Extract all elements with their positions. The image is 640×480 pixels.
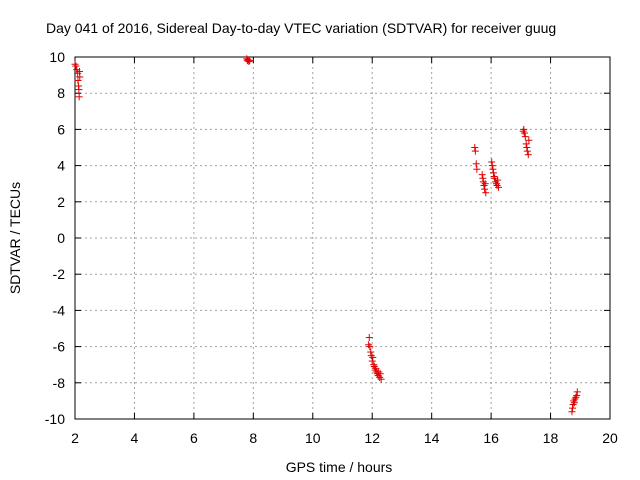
data-point — [519, 127, 527, 135]
y-tick-label: -2 — [53, 266, 66, 282]
grid-layer — [75, 57, 610, 419]
data-point — [370, 361, 378, 369]
data-point — [371, 366, 379, 374]
data-point — [491, 174, 499, 182]
plot-frame — [74, 56, 611, 420]
axis-layer: 2 4 6 8 10 12 14 16 18 20 -10 -8 -6 -4 -2 0 2 4 6 8 10 — [45, 49, 618, 446]
chart-title: Day 041 of 2016, Sidereal Day-to-day VTE… — [46, 20, 556, 36]
data-point — [366, 343, 374, 351]
data-point — [494, 176, 502, 184]
data-point — [482, 189, 490, 197]
data-point — [571, 395, 579, 403]
y-tick-label: -10 — [45, 411, 65, 427]
data-point — [573, 391, 581, 399]
data-point — [74, 77, 82, 85]
data-point — [76, 73, 84, 81]
data-point — [479, 174, 487, 182]
y-tick-label: 2 — [57, 194, 65, 210]
x-tick-label: 16 — [483, 430, 499, 446]
data-point — [365, 341, 373, 349]
data-point — [488, 158, 496, 166]
data-point — [495, 183, 503, 191]
y-tick-label: 0 — [57, 230, 65, 246]
data-point — [478, 171, 486, 179]
data-point — [573, 388, 581, 396]
data-point — [369, 353, 377, 361]
y-tick-label: 6 — [57, 121, 65, 137]
data-point — [245, 58, 253, 66]
data-point — [75, 93, 83, 101]
y-tick-label: 4 — [57, 158, 65, 174]
data-point — [569, 404, 577, 412]
x-tick-label: 4 — [131, 430, 139, 446]
y-tick-label: -8 — [53, 375, 66, 391]
y-tick-label: 10 — [49, 49, 65, 65]
data-point — [493, 182, 501, 190]
data-point — [71, 60, 79, 68]
data-point — [481, 180, 489, 188]
data-point — [72, 62, 80, 70]
data-layer — [71, 55, 581, 416]
data-point — [489, 169, 497, 177]
data-point — [472, 160, 480, 168]
data-point — [481, 185, 489, 193]
data-point — [520, 129, 528, 137]
data-point — [473, 165, 481, 173]
y-axis-label: SDTVAR / TECUs — [7, 182, 23, 294]
x-axis-label: GPS time / hours — [286, 459, 393, 475]
data-point — [376, 370, 384, 378]
data-point — [521, 133, 529, 141]
data-point — [524, 151, 532, 159]
data-point — [367, 348, 375, 356]
x-tick-label: 10 — [305, 430, 321, 446]
data-point — [368, 357, 376, 365]
data-point — [489, 165, 497, 173]
data-point — [523, 144, 531, 151]
data-point — [569, 401, 577, 409]
data-point — [568, 408, 576, 416]
data-point — [74, 69, 82, 77]
data-point — [471, 147, 479, 155]
x-tick-label: 18 — [543, 430, 559, 446]
data-point — [522, 140, 530, 148]
y-tick-label: 8 — [57, 85, 65, 101]
data-point — [523, 147, 531, 155]
data-point — [570, 397, 578, 405]
y-tick-label: -4 — [53, 302, 66, 318]
data-point — [492, 180, 500, 188]
data-point — [370, 363, 378, 371]
data-point — [480, 182, 488, 190]
data-point — [572, 393, 580, 401]
data-point — [520, 125, 528, 133]
data-point — [471, 144, 479, 151]
data-point — [375, 368, 383, 376]
data-point — [367, 352, 375, 360]
y-tick-label: -6 — [53, 339, 66, 355]
data-point — [490, 172, 498, 180]
x-tick-label: 2 — [71, 430, 79, 446]
data-point — [75, 86, 83, 94]
data-point — [570, 399, 578, 407]
data-point — [479, 178, 487, 186]
data-point — [246, 57, 254, 65]
data-point — [372, 364, 380, 372]
data-point — [244, 56, 252, 64]
x-tick-label: 8 — [249, 430, 257, 446]
x-tick-label: 12 — [364, 430, 380, 446]
data-point — [365, 334, 373, 342]
x-tick-label: 20 — [602, 430, 618, 446]
x-tick-label: 6 — [190, 430, 198, 446]
data-point — [376, 373, 384, 381]
x-tick-label: 14 — [424, 430, 440, 446]
data-point — [488, 162, 496, 170]
data-point — [525, 136, 533, 144]
data-point — [377, 375, 385, 383]
